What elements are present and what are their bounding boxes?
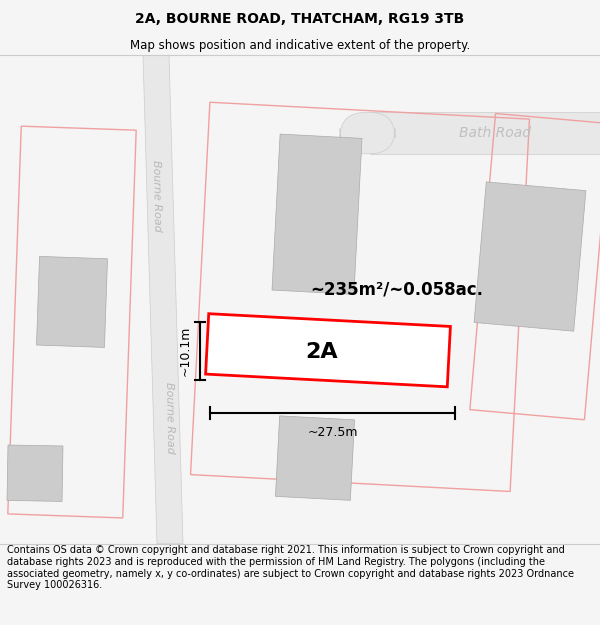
Text: 2A, BOURNE ROAD, THATCHAM, RG19 3TB: 2A, BOURNE ROAD, THATCHAM, RG19 3TB — [136, 12, 464, 26]
Text: Bourne Road: Bourne Road — [151, 160, 163, 232]
Text: 2A: 2A — [305, 342, 338, 362]
Polygon shape — [37, 256, 107, 348]
Text: Contains OS data © Crown copyright and database right 2021. This information is : Contains OS data © Crown copyright and d… — [7, 546, 574, 590]
Polygon shape — [370, 112, 600, 154]
Polygon shape — [474, 182, 586, 331]
Text: Map shows position and indicative extent of the property.: Map shows position and indicative extent… — [130, 39, 470, 51]
Polygon shape — [143, 55, 183, 544]
Polygon shape — [272, 134, 362, 294]
Polygon shape — [7, 445, 63, 501]
Text: Bourne Road: Bourne Road — [164, 382, 176, 454]
Text: ~235m²/~0.058ac.: ~235m²/~0.058ac. — [310, 281, 483, 299]
Polygon shape — [275, 416, 355, 501]
Text: Bath Road: Bath Road — [459, 126, 531, 139]
FancyBboxPatch shape — [340, 112, 395, 154]
Polygon shape — [206, 314, 451, 387]
Text: ~27.5m: ~27.5m — [307, 426, 358, 439]
Text: ~10.1m: ~10.1m — [179, 326, 192, 376]
